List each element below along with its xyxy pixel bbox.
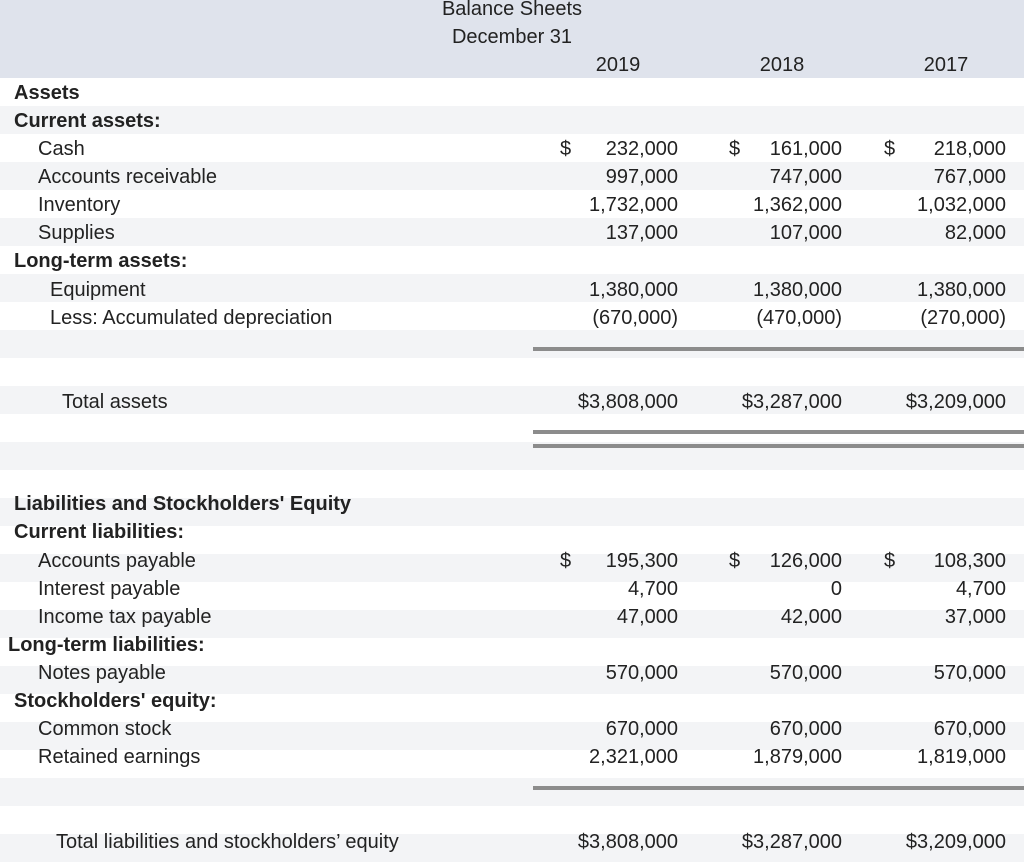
amount: 82,000 xyxy=(944,222,1006,244)
currency-sign: $ xyxy=(884,138,896,160)
total-rule xyxy=(533,347,1024,351)
amount: 570,000 xyxy=(769,662,842,684)
row-label: Total liabilities and stockholders’ equi… xyxy=(56,831,399,853)
amount: $3,808,000 xyxy=(577,831,678,853)
row-label: Income tax payable xyxy=(38,606,212,628)
amount: 232,000 xyxy=(605,138,678,160)
amount: $3,287,000 xyxy=(741,831,842,853)
amount: 670,000 xyxy=(933,718,1006,740)
row-label: Less: Accumulated depreciation xyxy=(50,307,333,329)
row-stripe xyxy=(0,498,1024,526)
year-header: 2019 xyxy=(595,54,641,76)
row-label: Current assets: xyxy=(14,110,161,132)
amount: 4,700 xyxy=(955,578,1006,600)
year-header: 2018 xyxy=(759,54,805,76)
amount: 1,380,000 xyxy=(753,279,842,301)
row-stripe xyxy=(0,834,1024,862)
row-label: Stockholders' equity: xyxy=(14,690,217,712)
amount: 1,879,000 xyxy=(753,746,842,768)
row-label: Retained earnings xyxy=(38,746,201,768)
amount: $3,209,000 xyxy=(905,831,1006,853)
amount: 42,000 xyxy=(780,606,842,628)
currency-sign: $ xyxy=(729,138,741,160)
amount: 1,819,000 xyxy=(917,746,1006,768)
row-stripe xyxy=(0,610,1024,638)
row-label: Assets xyxy=(14,82,80,104)
amount: 4,700 xyxy=(627,578,678,600)
amount: 1,032,000 xyxy=(917,194,1006,216)
row-label: Liabilities and Stockholders' Equity xyxy=(14,493,352,515)
amount: 1,362,000 xyxy=(753,194,842,216)
amount: $3,808,000 xyxy=(577,391,678,413)
row-label: Common stock xyxy=(38,718,172,740)
total-rule xyxy=(533,786,1024,790)
row-stripe xyxy=(0,778,1024,806)
row-stripe xyxy=(0,274,1024,302)
currency-sign: $ xyxy=(560,550,572,572)
row-stripe xyxy=(0,666,1024,694)
amount: 1,732,000 xyxy=(589,194,678,216)
amount: 570,000 xyxy=(933,662,1006,684)
row-label: Long-term assets: xyxy=(14,250,188,272)
row-stripe xyxy=(0,218,1024,246)
amount: (270,000) xyxy=(920,307,1006,329)
amount: 218,000 xyxy=(933,138,1006,160)
amount: 1,380,000 xyxy=(589,279,678,301)
title: Balance Sheets xyxy=(441,0,583,20)
row-label: Long-term liabilities: xyxy=(8,634,205,656)
currency-sign: $ xyxy=(884,550,896,572)
amount: 107,000 xyxy=(769,222,842,244)
row-label: Accounts receivable xyxy=(38,166,217,188)
year-header: 2017 xyxy=(923,54,969,76)
total-rule xyxy=(533,444,1024,448)
row-label: Current liabilities: xyxy=(14,521,185,543)
row-label: Cash xyxy=(38,138,85,160)
amount: 0 xyxy=(830,578,842,600)
amount: 1,380,000 xyxy=(917,279,1006,301)
amount: 137,000 xyxy=(605,222,678,244)
total-rule xyxy=(533,430,1024,434)
amount: (470,000) xyxy=(756,307,842,329)
amount: 108,300 xyxy=(933,550,1006,572)
amount: 126,000 xyxy=(769,550,842,572)
amount: (670,000) xyxy=(592,307,678,329)
row-stripe xyxy=(0,106,1024,134)
amount: 161,000 xyxy=(769,138,842,160)
amount: 570,000 xyxy=(605,662,678,684)
row-stripe xyxy=(0,162,1024,190)
row-label: Inventory xyxy=(38,194,121,216)
amount: $3,209,000 xyxy=(905,391,1006,413)
amount: 670,000 xyxy=(769,718,842,740)
currency-sign: $ xyxy=(560,138,572,160)
row-stripe xyxy=(0,386,1024,414)
row-label: Notes payable xyxy=(38,662,166,684)
amount: 767,000 xyxy=(933,166,1006,188)
row-label: Total assets xyxy=(62,391,168,413)
amount: 747,000 xyxy=(769,166,842,188)
amount: 37,000 xyxy=(944,606,1006,628)
amount: 47,000 xyxy=(616,606,678,628)
currency-sign: $ xyxy=(729,550,741,572)
amount: 2,321,000 xyxy=(589,746,678,768)
header-band xyxy=(0,0,1024,78)
row-label: Accounts payable xyxy=(38,550,196,572)
amount: 997,000 xyxy=(605,166,678,188)
amount: 195,300 xyxy=(605,550,678,572)
row-stripe xyxy=(0,554,1024,582)
subtitle: December 31 xyxy=(451,26,573,48)
row-label: Supplies xyxy=(38,222,115,244)
row-label: Interest payable xyxy=(38,578,181,600)
row-stripe xyxy=(0,722,1024,750)
row-label: Equipment xyxy=(50,279,146,301)
row-stripe xyxy=(0,330,1024,358)
amount: 670,000 xyxy=(605,718,678,740)
amount: $3,287,000 xyxy=(741,391,842,413)
